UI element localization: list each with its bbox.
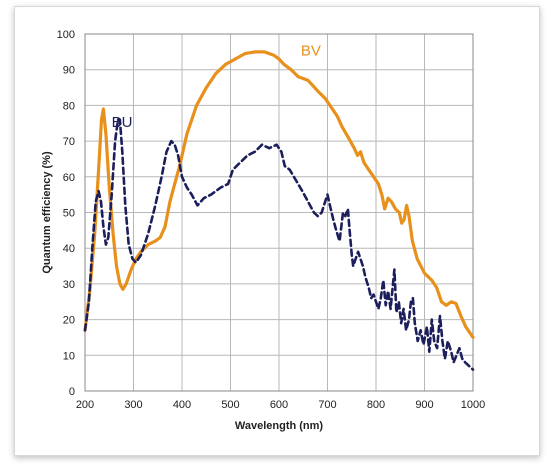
x-tick-label: 1000 xyxy=(461,399,485,411)
series-labels: BV BU xyxy=(112,42,321,130)
grid xyxy=(84,33,474,392)
x-tick-label: 600 xyxy=(270,399,288,411)
y-tick-label: 40 xyxy=(63,243,75,255)
y-tick-label: 10 xyxy=(63,350,75,362)
x-axis-label: Wavelength (nm) xyxy=(235,420,324,432)
series-label-bu: BU xyxy=(112,114,133,131)
y-tick-label: 100 xyxy=(57,29,75,41)
y-tick-label: 0 xyxy=(69,386,75,398)
y-tick-label: 20 xyxy=(63,315,75,327)
series-label-bv: BV xyxy=(301,42,321,59)
y-tick-label: 80 xyxy=(63,100,75,112)
y-axis-label: Quantum efficiency (%) xyxy=(41,151,53,274)
x-axis-ticks: 200 300 400 500 600 700 800 900 1000 xyxy=(76,399,485,411)
x-tick-label: 900 xyxy=(415,399,433,411)
y-axis-ticks: 0 10 20 30 40 50 60 70 80 90 100 xyxy=(57,29,75,398)
x-tick-label: 500 xyxy=(221,399,239,411)
x-tick-label: 700 xyxy=(318,399,336,411)
series-line-bu xyxy=(83,118,475,371)
series-lines xyxy=(83,50,475,371)
x-tick-label: 200 xyxy=(76,399,94,411)
x-tick-label: 400 xyxy=(173,399,191,411)
plot-border xyxy=(84,33,474,392)
x-tick-label: 800 xyxy=(367,399,385,411)
y-tick-label: 50 xyxy=(63,208,75,220)
y-tick-label: 70 xyxy=(63,136,75,148)
y-tick-label: 90 xyxy=(63,65,75,77)
chart-frame xyxy=(14,6,540,456)
series-line-bv xyxy=(83,50,475,339)
x-tick-label: 300 xyxy=(124,399,142,411)
y-tick-label: 60 xyxy=(63,172,75,184)
y-tick-label: 30 xyxy=(63,279,75,291)
